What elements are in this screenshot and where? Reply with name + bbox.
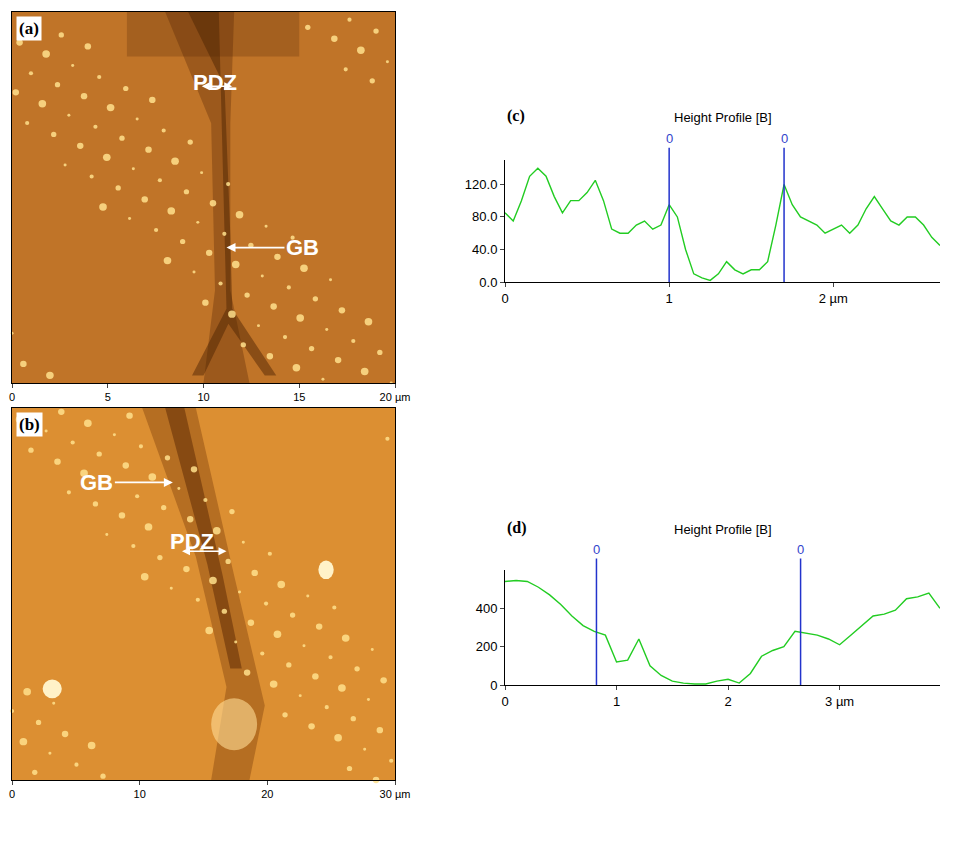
svg-text:Height Profile [B]: Height Profile [B]: [674, 522, 772, 537]
svg-text:10: 10: [197, 391, 209, 403]
svg-text:5: 5: [105, 391, 111, 403]
svg-text:PDZ: PDZ: [193, 70, 237, 95]
svg-text:0: 0: [593, 542, 600, 557]
svg-text:20 µm: 20 µm: [380, 391, 411, 403]
svg-text:GB: GB: [80, 470, 113, 495]
svg-text:0: 0: [490, 678, 497, 693]
svg-text:0: 0: [501, 291, 508, 306]
svg-text:0: 0: [781, 131, 788, 146]
svg-text:0: 0: [9, 788, 15, 800]
svg-text:20: 20: [261, 788, 273, 800]
svg-text:80.0: 80.0: [472, 209, 497, 224]
svg-text:GB: GB: [286, 235, 319, 260]
svg-text:(d): (d): [507, 519, 527, 537]
svg-text:2 µm: 2 µm: [819, 291, 848, 306]
svg-text:1: 1: [666, 291, 673, 306]
svg-text:PDZ: PDZ: [170, 529, 214, 554]
svg-text:0: 0: [666, 131, 673, 146]
svg-text:3 µm: 3 µm: [825, 694, 854, 709]
svg-text:0: 0: [797, 542, 804, 557]
svg-text:10: 10: [134, 788, 146, 800]
svg-text:0.0: 0.0: [479, 275, 497, 290]
svg-text:1: 1: [613, 694, 620, 709]
svg-text:0: 0: [501, 694, 508, 709]
svg-text:400: 400: [476, 601, 498, 616]
svg-text:0: 0: [9, 391, 15, 403]
svg-text:120.0: 120.0: [465, 177, 498, 192]
svg-text:40.0: 40.0: [472, 242, 497, 257]
svg-text:(a): (a): [19, 19, 39, 38]
svg-text:15: 15: [293, 391, 305, 403]
svg-text:(b): (b): [19, 415, 40, 434]
svg-text:200: 200: [476, 639, 498, 654]
svg-text:2: 2: [724, 694, 731, 709]
svg-text:30 µm: 30 µm: [380, 788, 411, 800]
svg-text:(c): (c): [507, 107, 525, 125]
svg-text:Height Profile [B]: Height Profile [B]: [674, 110, 772, 125]
